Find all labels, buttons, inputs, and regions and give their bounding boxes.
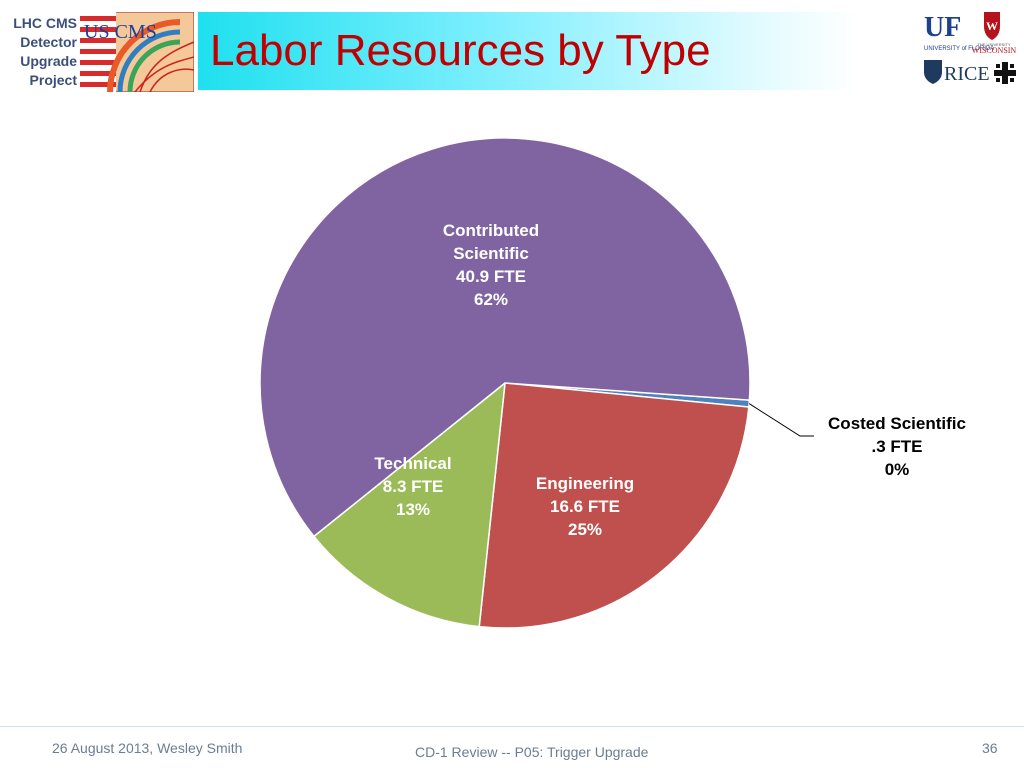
- fermilab-icon: [994, 62, 1016, 84]
- title-bar: Labor Resources by Type: [198, 12, 858, 90]
- slide-number: 36: [982, 740, 998, 756]
- label-contributed-scientific: Contributed Scientific 40.9 FTE 62%: [443, 221, 539, 309]
- svg-text:W: W: [986, 19, 998, 33]
- logo-text: US CMS: [84, 21, 157, 43]
- rice-shield-icon: [924, 60, 942, 84]
- project-label: LHC CMS Detector Upgrade Project: [0, 14, 77, 90]
- label-costed-scientific: Costed Scientific .3 FTE 0%: [828, 414, 966, 479]
- project-label-line: Project: [29, 72, 77, 88]
- slice-engineering: [478, 382, 750, 629]
- project-label-line: Detector: [20, 34, 77, 50]
- uscms-logo: US CMS: [80, 12, 194, 92]
- project-label-line: Upgrade: [20, 53, 77, 69]
- footer-date-author: 26 August 2013, Wesley Smith: [52, 740, 243, 756]
- slice-contributed-scientific: [259, 137, 751, 538]
- wisconsin-subtext: THE UNIVERSITY: [977, 42, 1010, 47]
- slice-technical: [312, 381, 506, 628]
- uf-logo-text: UF: [924, 12, 961, 43]
- wisconsin-text: WISCONSIN: [972, 46, 1017, 55]
- institution-logos: UF UNIVERSITY of FLORIDA W THE UNIVERSIT…: [924, 12, 1017, 85]
- label-technical: Technical 8.3 FTE 13%: [374, 454, 451, 519]
- rice-text: RICE: [944, 63, 990, 85]
- pie-chart: Costed Scientific .3 FTE 0% Engineering 16.6…: [259, 137, 966, 629]
- footer-divider: [0, 726, 1024, 727]
- page-title: Labor Resources by Type: [210, 26, 711, 75]
- wisconsin-crest-icon: [984, 12, 1000, 40]
- project-label-line: LHC CMS: [13, 15, 77, 31]
- uf-logo-subtext: UNIVERSITY of FLORIDA: [924, 46, 994, 52]
- label-engineering: Engineering 16.6 FTE 25%: [536, 474, 634, 539]
- footer-review-title: CD-1 Review -- P05: Trigger Upgrade: [415, 744, 649, 760]
- leader-line: [748, 403, 814, 437]
